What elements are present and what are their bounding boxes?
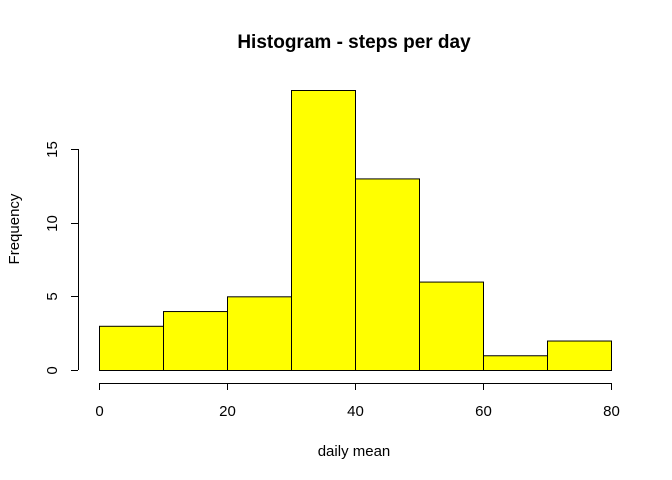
x-axis-label: daily mean <box>318 443 391 460</box>
x-tick-label: 80 <box>603 403 620 420</box>
chart-title: Histogram - steps per day <box>237 32 471 53</box>
y-axis: 0 5 10 15 <box>44 141 79 375</box>
histogram-bar <box>547 340 612 371</box>
x-axis: 0 20 40 60 80 <box>95 383 620 420</box>
histogram-bar <box>99 325 164 371</box>
y-tick-label: 0 <box>44 366 61 374</box>
histogram-bar <box>419 281 484 371</box>
x-tick-label: 40 <box>347 403 364 420</box>
histogram-bar <box>163 311 228 372</box>
histogram-bar <box>227 296 292 372</box>
y-tick-label: 10 <box>44 215 61 232</box>
histogram-bar <box>355 178 420 371</box>
bars-group <box>99 90 612 372</box>
x-tick-label: 60 <box>475 403 492 420</box>
histogram-bar <box>291 90 356 371</box>
x-tick-label: 0 <box>95 403 103 420</box>
y-tick-label: 15 <box>44 141 61 158</box>
histogram-bar <box>483 355 548 371</box>
y-axis-label: Frequency <box>6 193 23 264</box>
x-tick-label: 20 <box>219 403 236 420</box>
y-tick-label: 5 <box>44 292 61 300</box>
